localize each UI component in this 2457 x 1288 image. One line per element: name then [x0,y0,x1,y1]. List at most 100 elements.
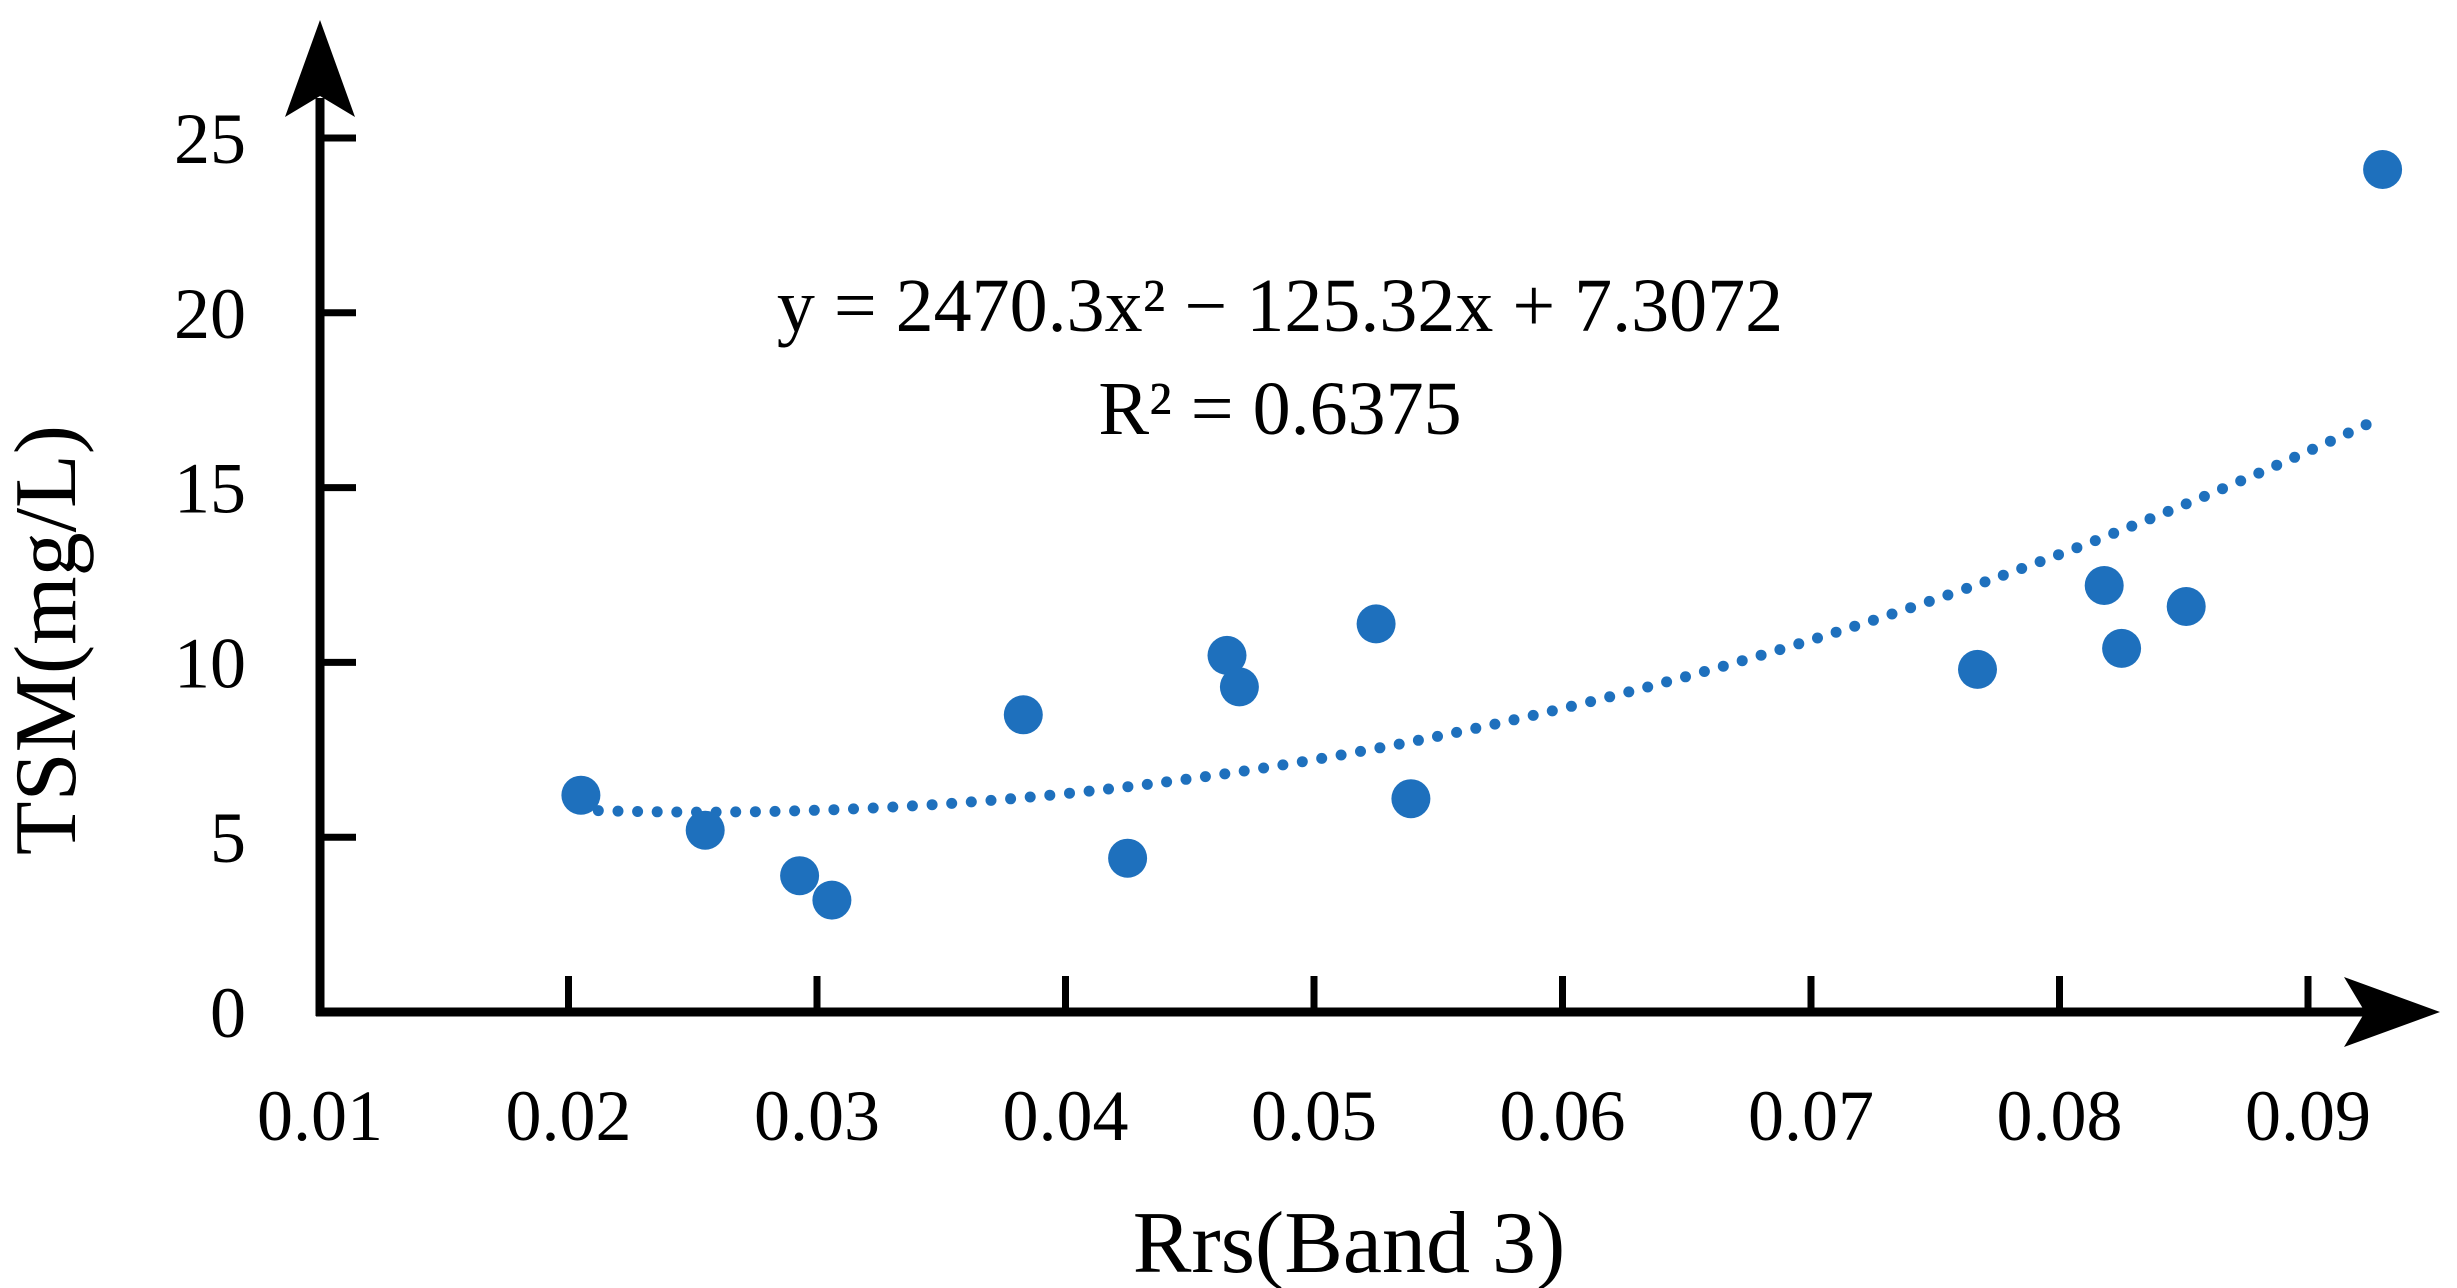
x-tick-label: 0.09 [2245,1076,2371,1156]
trend-dot [2360,419,2372,431]
trend-dot [1489,718,1501,730]
trend-dot [2235,475,2247,487]
x-tick-label: 0.05 [1251,1076,1377,1156]
trend-dot [1432,730,1443,742]
tick-labels: 0.01 0.02 0.03 0.04 0.05 0.06 0.07 0.08 0.09 0 5 10… [174,99,2371,1156]
data-point [1219,667,1259,707]
x-axis-title: Rrs(Band 3) [1133,1195,1566,1288]
trend-dot [1335,749,1347,761]
tick-marks [324,134,2312,1008]
trend-dot [1393,738,1405,750]
x-tick-label: 0.07 [1748,1076,1874,1156]
trend-dot [1923,595,1935,607]
trend-dot [1219,768,1231,780]
data-point [2102,628,2142,668]
trend-dot [1103,783,1114,795]
trend-dot [906,800,918,812]
chart-labels: y = 2470.3x² − 125.32x + 7.3072 R² = 0.6… [0,264,1783,1288]
trend-dot [1451,726,1463,738]
trend-dot [749,806,761,818]
y-axis-arrow-icon [285,20,355,117]
trend-dot [1199,771,1211,783]
equation-label: y = 2470.3x² − 125.32x + 7.3072 [777,264,1783,348]
trend-dot [1997,569,2009,581]
trend-dot [789,805,801,817]
trend-dot [1905,602,1917,614]
x-tick-label: 0.03 [754,1076,880,1156]
x-tick-label: 0.08 [1997,1076,2123,1156]
trend-dot [1024,791,1036,803]
axes [285,20,2440,1047]
trend-dot [2108,527,2120,539]
trend-dot [1812,632,1823,644]
trend-dot [2071,542,2083,554]
trend-dot [2016,563,2028,574]
trend-dot [808,804,820,816]
y-tick-label: 15 [174,449,246,529]
trend-dot [1755,649,1767,661]
trend-dot [2271,459,2283,471]
trend-dot [651,806,663,818]
trend-dot [1680,671,1691,683]
x-tick-label: 0.04 [1003,1076,1129,1156]
data-point [1356,604,1396,644]
trend-dot [1979,576,1991,588]
trend-dot [1316,752,1328,764]
trend-dot [1296,756,1308,768]
trend-dot [1083,785,1095,797]
trend-dot [1830,626,1842,638]
trendline-dotted [592,419,2372,818]
data-point [2363,150,2403,189]
trend-dot [1717,660,1729,672]
trend-dot [1470,722,1482,734]
trend-dot [1661,676,1673,688]
trend-dot [965,796,977,808]
trend-dot [1412,734,1424,746]
trend-dot [1527,709,1539,721]
x-axis-arrow-icon [2344,977,2440,1047]
trend-dot [1064,787,1075,799]
scatter-points [561,150,2403,920]
data-point [1003,695,1043,735]
data-point [780,856,820,896]
data-point [2166,587,2206,626]
y-tick-label: 5 [210,798,246,878]
x-tick-label: 0.01 [257,1076,383,1156]
trend-dot [2126,520,2138,532]
data-point [1108,838,1148,878]
trend-dot [2053,549,2064,561]
trend-dot [1774,644,1786,656]
trend-dot [1044,789,1056,801]
trend-dot [1736,655,1748,667]
trend-dot [2307,443,2318,455]
trend-dot [946,797,958,809]
trend-dot [926,799,938,811]
trend-dot [1565,700,1577,712]
trend-dot [1867,614,1879,626]
trend-dot [1942,589,1954,601]
trend-dot [867,802,879,814]
data-point [2084,566,2124,605]
trend-dot [1546,705,1558,717]
x-tick-label: 0.06 [1500,1076,1626,1156]
trend-dot [2034,556,2046,568]
trend-dot [2253,467,2265,479]
trend-dot [2162,505,2174,517]
trend-dot [2198,490,2210,502]
data-point [812,880,852,920]
y-tick-label: 10 [174,623,246,703]
trend-dot [1238,765,1250,777]
trend-dot [1122,781,1134,793]
trend-dot [1141,778,1153,790]
trend-dot [1849,620,1861,632]
trend-dot [1604,691,1616,703]
trend-dot [632,806,644,817]
trend-dot [1277,759,1289,771]
trend-dot [2217,483,2228,495]
trend-dot [1508,714,1520,726]
x-tick-label: 0.02 [506,1076,632,1156]
trend-dot [1005,793,1017,805]
trend-dot [1961,582,1973,594]
y-tick-label: 20 [174,274,246,354]
